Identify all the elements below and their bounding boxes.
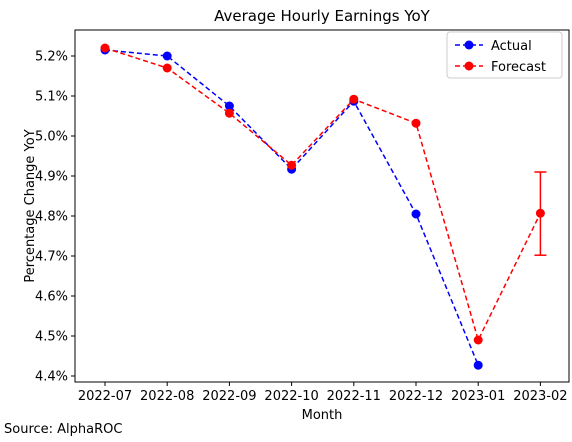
data-point-forecast [287, 160, 297, 170]
data-point-actual [224, 101, 234, 111]
x-tick-label: 2022-10 [264, 389, 318, 404]
legend-marker-actual [464, 40, 474, 50]
data-point-forecast [224, 108, 234, 118]
data-point-actual [162, 51, 172, 61]
y-tick-label: 4.5% [35, 330, 68, 345]
data-point-forecast [473, 335, 483, 345]
series-layer [100, 43, 545, 370]
y-tick-label: 5.0% [35, 130, 68, 145]
data-point-forecast [411, 118, 421, 128]
legend-label-actual: Actual [491, 39, 532, 54]
x-axis-label: Month [302, 408, 343, 423]
x-tick-label: 2022-12 [389, 389, 443, 404]
y-tick-label: 4.9% [35, 170, 68, 185]
x-tick-label: 2023-02 [513, 389, 567, 404]
plot-frame [74, 29, 570, 383]
x-tick-label: 2022-11 [327, 389, 381, 404]
y-tick-label: 4.7% [35, 250, 68, 265]
data-point-actual [411, 209, 421, 219]
x-tick-label: 2022-08 [140, 389, 194, 404]
y-tick-label: 4.6% [35, 290, 68, 305]
data-point-forecast [100, 43, 110, 53]
data-point-forecast [162, 63, 172, 73]
legend: Actual Forecast [446, 31, 563, 79]
chart-title: Average Hourly Earnings YoY [214, 7, 431, 25]
x-tick-label: 2022-09 [202, 389, 256, 404]
series-line-forecast [104, 47, 542, 343]
y-axis-label: Percentage Change YoY [23, 129, 38, 282]
x-axis-ticks: 2022-07 2022-08 2022-09 2022-10 2022-11 2022-… [78, 382, 568, 404]
y-tick-label: 5.1% [35, 90, 68, 105]
x-tick-label: 2023-01 [451, 389, 505, 404]
y-tick-label: 4.4% [35, 370, 68, 385]
series-line-actual [104, 49, 479, 366]
x-tick-label: 2022-07 [78, 389, 132, 404]
legend-label-forecast: Forecast [491, 60, 546, 75]
y-tick-label: 5.2% [35, 50, 68, 65]
y-axis-ticks: 4.4% 4.5% 4.6% 4.7% 4.8% 4.9% 5.0% 5.1% 5.2% [35, 50, 75, 385]
data-point-actual [473, 360, 483, 370]
y-tick-label: 4.8% [35, 210, 68, 225]
data-point-forecast [349, 94, 359, 104]
legend-marker-forecast [464, 61, 474, 71]
error-bar-layer [534, 171, 547, 256]
source-note: Source: AlphaROC [4, 422, 122, 437]
